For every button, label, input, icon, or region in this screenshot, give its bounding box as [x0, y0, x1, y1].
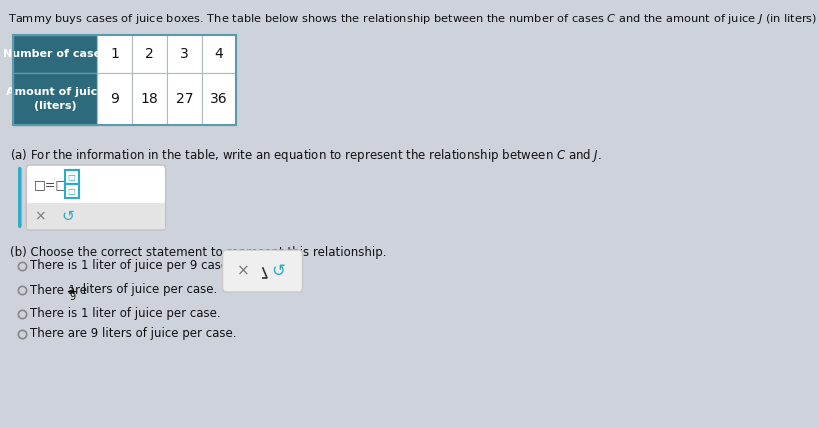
Text: 3: 3 — [179, 47, 188, 61]
Text: 36: 36 — [210, 92, 228, 106]
Text: There is 1 liter of juice per case.: There is 1 liter of juice per case. — [29, 307, 220, 321]
Bar — [167, 73, 201, 125]
FancyBboxPatch shape — [222, 250, 302, 292]
Bar — [27, 203, 165, 229]
Bar — [97, 35, 132, 73]
Bar — [132, 35, 167, 73]
Bar — [12, 35, 236, 125]
Text: There is 1 liter of juice per 9 cases.: There is 1 liter of juice per 9 cases. — [29, 259, 238, 273]
Bar — [167, 35, 201, 73]
Text: (b) Choose the correct statement to represent this relationship.: (b) Choose the correct statement to repr… — [10, 246, 386, 259]
Text: □: □ — [68, 172, 75, 181]
Bar — [97, 73, 132, 125]
FancyBboxPatch shape — [18, 167, 21, 228]
FancyBboxPatch shape — [26, 165, 165, 230]
Text: □: □ — [68, 187, 75, 196]
Text: □=□: □=□ — [34, 178, 67, 191]
Bar — [12, 35, 97, 73]
Text: Amount of juice
(liters): Amount of juice (liters) — [6, 87, 104, 111]
Bar — [201, 35, 236, 73]
Text: ×: × — [34, 209, 46, 223]
Text: ↺: ↺ — [271, 262, 285, 280]
FancyBboxPatch shape — [27, 166, 165, 204]
Text: 2: 2 — [145, 47, 154, 61]
Text: liters of juice per case.: liters of juice per case. — [79, 283, 216, 297]
Text: Number of cases: Number of cases — [2, 49, 107, 59]
Text: There are: There are — [29, 283, 87, 297]
Text: 4: 4 — [215, 47, 223, 61]
Text: (a) For the information in the table, write an equation to represent the relatio: (a) For the information in the table, wr… — [10, 147, 601, 164]
Text: 18: 18 — [141, 92, 158, 106]
Text: ×: × — [237, 264, 250, 279]
Text: 1: 1 — [69, 285, 75, 295]
Bar — [65, 184, 79, 198]
Bar — [201, 73, 236, 125]
Text: 1: 1 — [111, 47, 119, 61]
Text: 27: 27 — [175, 92, 192, 106]
Text: Tammy buys cases of juice boxes. The table below shows the relationship between : Tammy buys cases of juice boxes. The tab… — [8, 12, 819, 26]
Text: 9: 9 — [69, 292, 75, 302]
Text: 9: 9 — [111, 92, 119, 106]
Text: There are 9 liters of juice per case.: There are 9 liters of juice per case. — [29, 327, 236, 341]
Bar — [12, 73, 97, 125]
Bar — [132, 73, 167, 125]
Bar — [65, 170, 79, 184]
Text: ↺: ↺ — [61, 209, 75, 224]
